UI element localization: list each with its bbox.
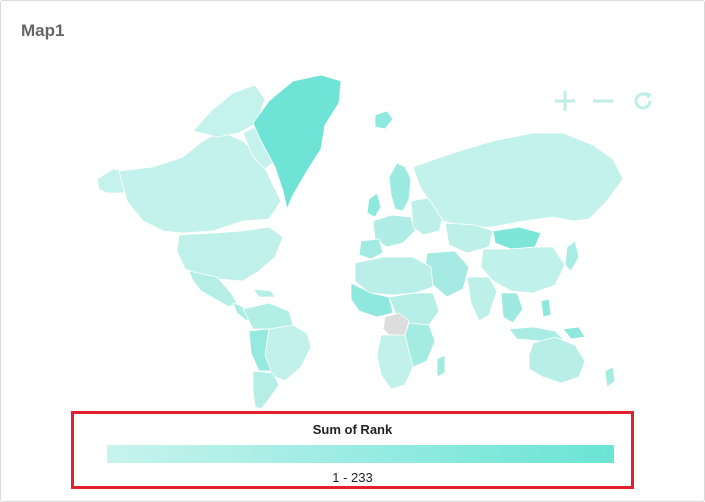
region-russia[interactable] — [412, 132, 624, 228]
region-west-africa[interactable] — [350, 282, 394, 318]
reset-button[interactable] — [631, 89, 655, 113]
region-north-africa[interactable] — [354, 256, 434, 296]
legend-color-scale — [107, 445, 614, 463]
map-toolbar — [551, 89, 661, 113]
region-mexico[interactable] — [188, 270, 238, 308]
refresh-icon — [634, 92, 652, 110]
region-southern-africa[interactable] — [376, 334, 414, 390]
region-madagascar[interactable] — [436, 354, 446, 378]
region-philippines-png[interactable] — [540, 298, 586, 340]
zoom-in-button[interactable] — [553, 89, 577, 113]
region-colombia-venezuela[interactable] — [242, 302, 294, 330]
region-greenland[interactable] — [252, 74, 342, 210]
plus-icon — [555, 91, 575, 111]
legend-title: Sum of Rank — [312, 422, 393, 437]
region-iberia[interactable] — [358, 238, 384, 260]
legend-range: 1 - 233 — [332, 470, 373, 485]
region-new-zealand[interactable] — [604, 366, 616, 388]
region-australia[interactable] — [528, 336, 586, 384]
region-indonesia[interactable] — [508, 326, 564, 342]
panel-title: Map1 — [21, 21, 65, 40]
region-peru-bolivia[interactable] — [248, 328, 272, 372]
region-iceland[interactable] — [374, 110, 394, 130]
region-canada[interactable] — [118, 130, 282, 234]
zoom-out-button[interactable] — [591, 89, 615, 113]
region-india[interactable] — [466, 276, 498, 322]
minus-icon — [593, 99, 613, 103]
world-map-canvas — [96, 74, 624, 410]
region-japan[interactable] — [564, 240, 580, 272]
region-caribbean[interactable] — [252, 288, 276, 298]
region-arctic-islands[interactable] — [192, 84, 266, 138]
region-mongolia[interactable] — [492, 226, 542, 250]
region-southeast-asia[interactable] — [500, 292, 524, 324]
legend-highlight-box: Sum of Rank 1 - 233 — [71, 411, 634, 489]
world-map[interactable] — [93, 71, 633, 411]
region-scandinavia[interactable] — [388, 162, 412, 212]
region-china[interactable] — [480, 246, 566, 294]
region-argentina-chile[interactable] — [252, 370, 280, 410]
region-uk[interactable] — [366, 192, 382, 218]
region-usa[interactable] — [176, 226, 284, 282]
region-central-asia[interactable] — [444, 222, 494, 254]
